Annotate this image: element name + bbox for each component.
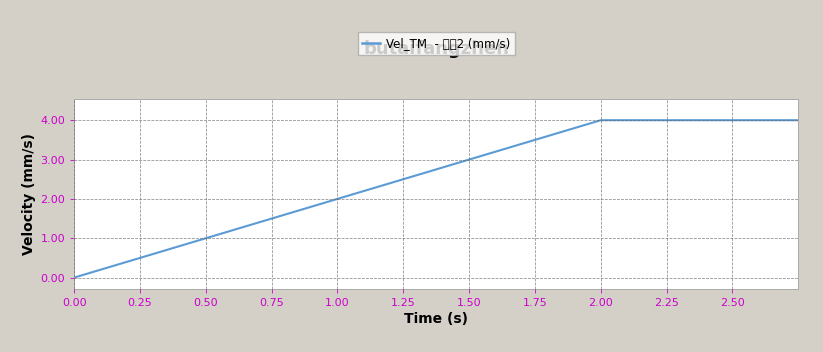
X-axis label: Time (s): Time (s)	[404, 312, 468, 326]
Legend: Vel_TM  - 实体2 (mm/s): Vel_TM - 实体2 (mm/s)	[357, 32, 515, 55]
Title: butaifangzhen: butaifangzhen	[363, 40, 509, 58]
Y-axis label: Velocity (mm/s): Velocity (mm/s)	[22, 133, 36, 254]
